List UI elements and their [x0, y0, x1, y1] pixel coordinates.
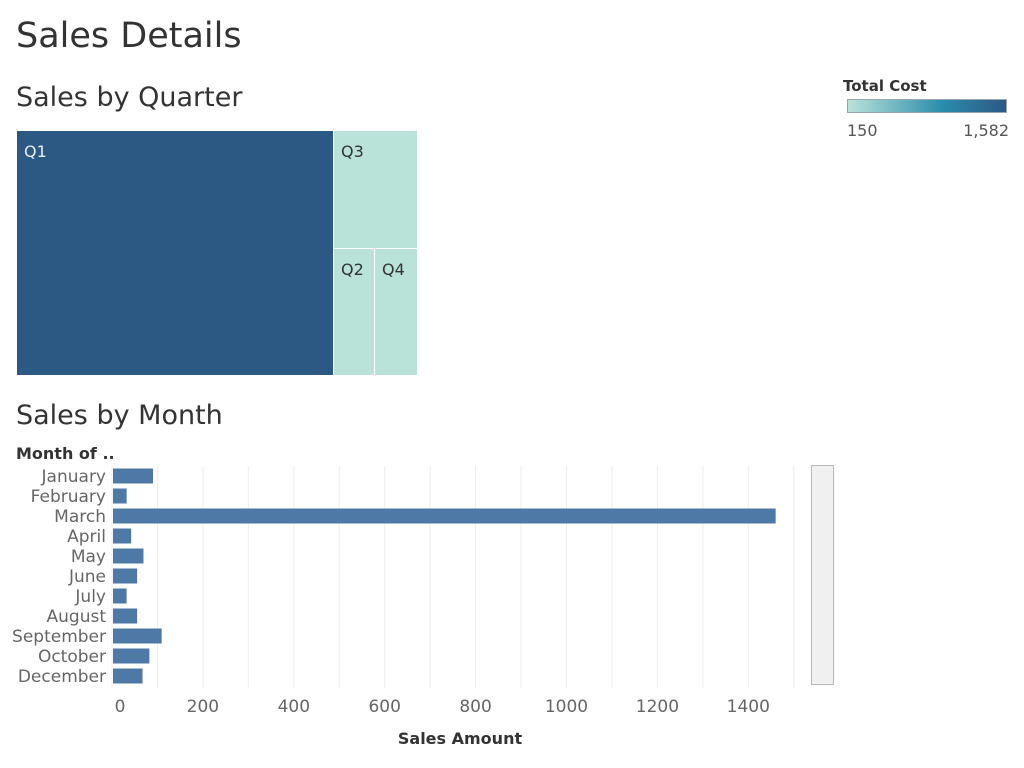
legend-title: Total Cost: [843, 77, 927, 95]
color-legend: Total Cost 150 1,582: [843, 77, 1009, 140]
x-tick-label: 1200: [636, 697, 679, 717]
month-label: April: [67, 527, 106, 547]
legend-max-label: 1,582: [963, 121, 1009, 140]
treemap-tile-label: Q1: [24, 142, 47, 161]
month-label: July: [74, 587, 106, 607]
sales-bar[interactable]: [113, 508, 776, 524]
month-label: May: [71, 547, 106, 567]
month-label: September: [12, 627, 106, 647]
month-label: August: [47, 607, 107, 627]
bar-chart-title: Sales by Month: [16, 400, 223, 431]
sales-bar[interactable]: [113, 468, 153, 484]
x-axis-title: Sales Amount: [398, 729, 523, 748]
treemap-tile-label: Q3: [341, 142, 364, 161]
month-label: March: [54, 507, 106, 527]
sales-bar[interactable]: [113, 548, 144, 564]
x-tick-label: 600: [368, 697, 400, 717]
sales-bar[interactable]: [113, 488, 127, 504]
month-label: June: [68, 567, 106, 587]
sales-bar[interactable]: [113, 568, 138, 584]
vertical-scrollbar[interactable]: [811, 465, 834, 685]
treemap-tile-q3[interactable]: Q3: [334, 131, 418, 249]
x-tick-label: 1400: [727, 697, 770, 717]
x-tick-label: 200: [187, 697, 219, 717]
month-label: February: [31, 487, 106, 507]
treemap-tile-q1[interactable]: Q1: [17, 131, 334, 376]
sales-bar[interactable]: [113, 628, 162, 644]
x-tick-label: 0: [115, 697, 126, 717]
treemap-tile-q2[interactable]: Q2: [334, 249, 375, 376]
sales-bar[interactable]: [113, 668, 143, 684]
sales-bar[interactable]: [113, 608, 138, 624]
legend-color-ramp: [847, 99, 1007, 113]
legend-min-label: 150: [847, 121, 878, 140]
treemap-title: Sales by Quarter: [16, 82, 243, 113]
x-tick-label: 800: [459, 697, 491, 717]
treemap-tile-q4[interactable]: Q4: [375, 249, 418, 376]
x-tick-label: 1000: [545, 697, 588, 717]
page-title: Sales Details: [16, 16, 242, 56]
sales-bar[interactable]: [113, 588, 127, 604]
sales-bar[interactable]: [113, 648, 150, 664]
month-label: October: [38, 647, 106, 667]
quarter-treemap: Q1 Q3 Q2 Q4: [17, 131, 418, 376]
month-label: January: [41, 467, 106, 487]
treemap-tile-label: Q2: [341, 260, 364, 279]
month-label: December: [18, 667, 106, 687]
treemap-tile-label: Q4: [382, 260, 405, 279]
month-row-header: Month of ..: [16, 444, 115, 463]
month-bar-chart: JanuaryFebruaryMarchAprilMayJuneJulyAugu…: [12, 466, 795, 748]
sales-bar[interactable]: [113, 528, 132, 544]
x-tick-label: 400: [278, 697, 310, 717]
